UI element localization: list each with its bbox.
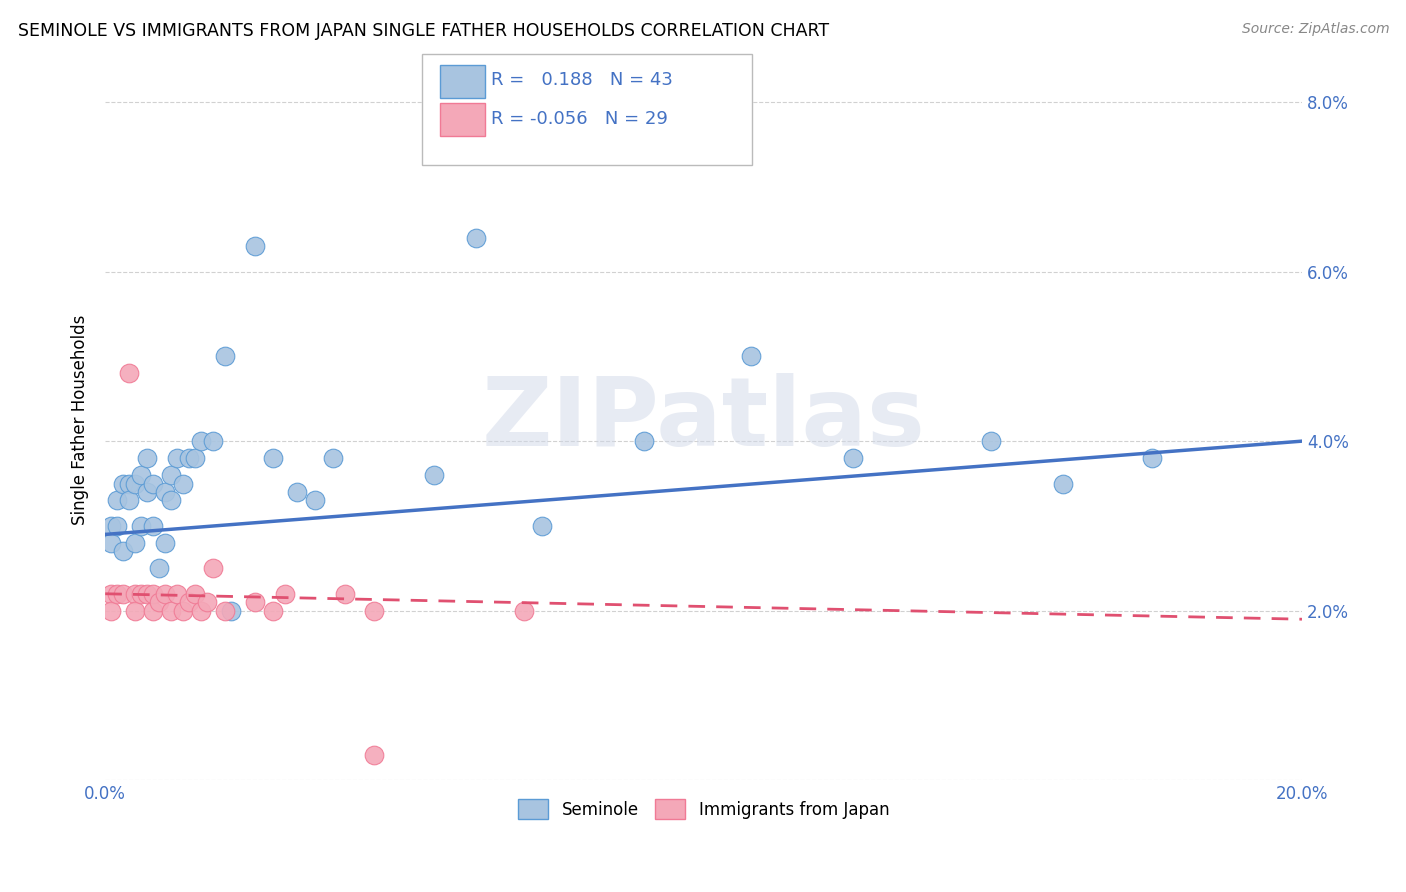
- Point: [118, 367, 141, 381]
- Point: [184, 451, 207, 466]
- Point: [531, 519, 554, 533]
- Point: [243, 239, 266, 253]
- Point: [105, 519, 128, 533]
- Point: [153, 485, 176, 500]
- Point: [195, 595, 218, 609]
- Point: [201, 561, 224, 575]
- Point: [214, 350, 236, 364]
- Point: [190, 434, 212, 449]
- Point: [148, 595, 170, 609]
- Point: [112, 587, 135, 601]
- Point: [1052, 476, 1074, 491]
- Point: [124, 604, 146, 618]
- Text: ZIPatlas: ZIPatlas: [482, 374, 925, 467]
- Point: [112, 544, 135, 558]
- Point: [118, 476, 141, 491]
- Point: [100, 604, 122, 618]
- Point: [219, 604, 242, 618]
- Point: [124, 536, 146, 550]
- Point: [142, 587, 165, 601]
- Legend: Seminole, Immigrants from Japan: Seminole, Immigrants from Japan: [512, 792, 896, 826]
- Point: [153, 587, 176, 601]
- Point: [129, 468, 152, 483]
- Point: [129, 519, 152, 533]
- Point: [842, 451, 865, 466]
- Point: [160, 468, 183, 483]
- Point: [322, 451, 344, 466]
- Y-axis label: Single Father Households: Single Father Households: [72, 315, 89, 525]
- Point: [243, 595, 266, 609]
- Point: [513, 604, 536, 618]
- Point: [333, 587, 356, 601]
- Point: [136, 587, 159, 601]
- Point: [166, 587, 188, 601]
- Point: [1142, 451, 1164, 466]
- Point: [124, 587, 146, 601]
- Point: [172, 604, 194, 618]
- Text: R = -0.056   N = 29: R = -0.056 N = 29: [491, 110, 668, 128]
- Point: [148, 561, 170, 575]
- Point: [124, 476, 146, 491]
- Point: [105, 587, 128, 601]
- Point: [274, 587, 297, 601]
- Point: [136, 451, 159, 466]
- Point: [423, 468, 446, 483]
- Point: [633, 434, 655, 449]
- Point: [112, 476, 135, 491]
- Point: [465, 230, 488, 244]
- Text: R =   0.188   N = 43: R = 0.188 N = 43: [491, 71, 672, 89]
- Point: [172, 476, 194, 491]
- Point: [262, 451, 284, 466]
- Point: [214, 604, 236, 618]
- Point: [363, 604, 385, 618]
- Point: [100, 536, 122, 550]
- Point: [160, 493, 183, 508]
- Point: [177, 451, 200, 466]
- Point: [363, 747, 385, 762]
- Point: [142, 519, 165, 533]
- Point: [136, 485, 159, 500]
- Point: [190, 604, 212, 618]
- Point: [153, 536, 176, 550]
- Text: Source: ZipAtlas.com: Source: ZipAtlas.com: [1241, 22, 1389, 37]
- Point: [980, 434, 1002, 449]
- Point: [262, 604, 284, 618]
- Point: [177, 595, 200, 609]
- Point: [166, 451, 188, 466]
- Point: [118, 493, 141, 508]
- Text: SEMINOLE VS IMMIGRANTS FROM JAPAN SINGLE FATHER HOUSEHOLDS CORRELATION CHART: SEMINOLE VS IMMIGRANTS FROM JAPAN SINGLE…: [18, 22, 830, 40]
- Point: [105, 493, 128, 508]
- Point: [100, 519, 122, 533]
- Point: [285, 485, 308, 500]
- Point: [142, 604, 165, 618]
- Point: [740, 350, 762, 364]
- Point: [142, 476, 165, 491]
- Point: [184, 587, 207, 601]
- Point: [129, 587, 152, 601]
- Point: [304, 493, 326, 508]
- Point: [100, 587, 122, 601]
- Point: [201, 434, 224, 449]
- Point: [160, 604, 183, 618]
